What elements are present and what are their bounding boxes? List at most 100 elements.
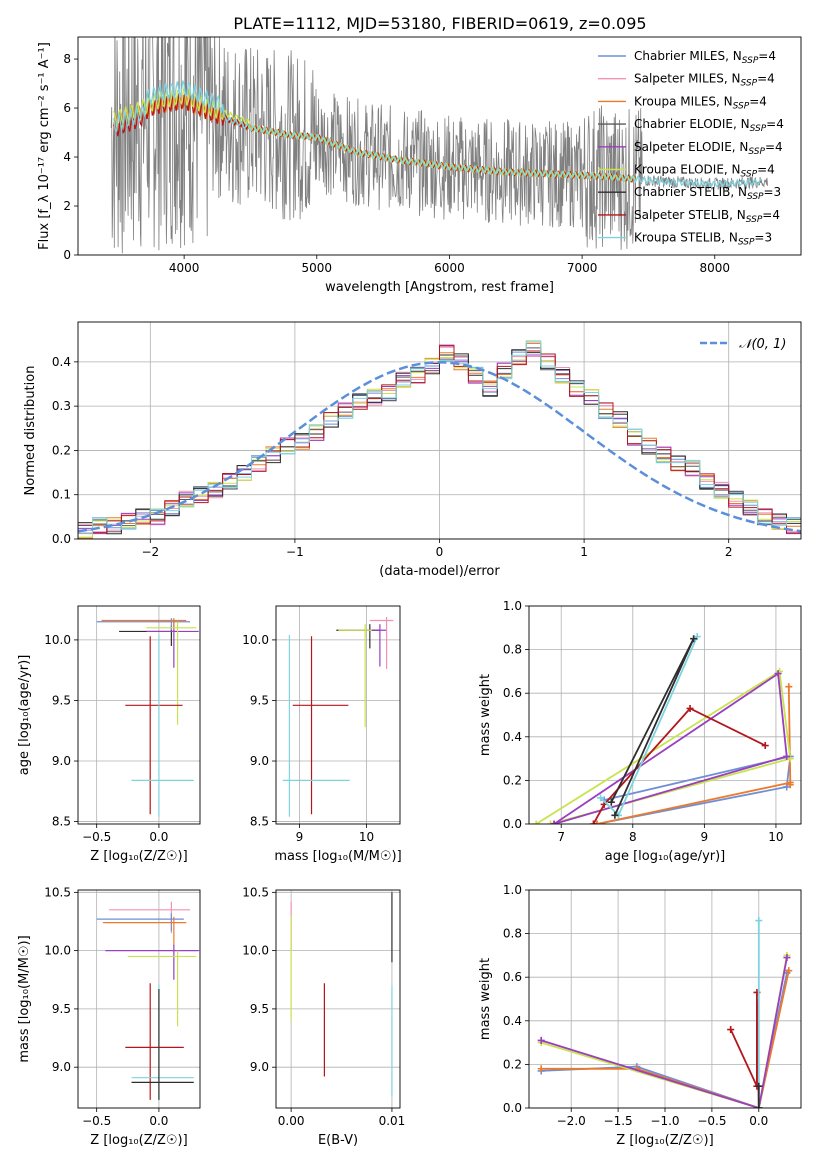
series-marker-salpeter_elodie: [774, 670, 782, 678]
y-tick-label: 10.5: [44, 885, 71, 899]
legend-label-kroupa_stelib: Kroupa STELIB, NSSP=3: [634, 231, 772, 248]
x-tick-label: 6000: [434, 261, 465, 275]
y-tick-label: 9.0: [52, 1060, 71, 1074]
plot-area-mass-Z: [78, 890, 200, 1108]
plot-area-age-mass: [276, 606, 400, 824]
x-axis-label: (data-model)/error: [379, 564, 500, 579]
legend-label-salpeter_miles: Salpeter MILES, NSSP=4: [634, 72, 775, 89]
panel-residuals: −2 −1 0 1 2 0.0 0.1 0.2 0.3 0.4 (data-model)/error…: [23, 321, 802, 579]
series-marker-chabrier_stelib: [690, 635, 698, 643]
legend-label-kroupa_miles: Kroupa MILES, NSSP=4: [634, 94, 767, 111]
figure-title: PLATE=1112, MJD=53180, FIBERID=0619, z=0…: [233, 14, 646, 33]
y-tick-label: 10.0: [242, 944, 269, 958]
series-marker-kroupa_miles: [537, 1065, 545, 1073]
x-tick-label: −1: [286, 545, 304, 559]
series-marker-salpeter_stelib: [686, 704, 694, 712]
x-tick-label: 7000: [567, 261, 598, 275]
x-tick-label: 0: [436, 545, 444, 559]
histogram-chabrier_stelib: [78, 349, 801, 535]
series-marker-salpeter_elodie: [783, 954, 791, 962]
y-tick-label: 1.0: [503, 883, 522, 897]
legend-label-kroupa_elodie: Kroupa ELODIE, NSSP=4: [634, 163, 775, 180]
x-tick-label: 5000: [302, 261, 333, 275]
panel-spectrum: 4000 5000 6000 7000 8000 0 2 4 6 8 wavelength [Ang…: [37, 36, 802, 295]
y-tick-label: 8: [63, 52, 71, 66]
y-tick-label: 10.5: [242, 885, 269, 899]
y-tick-label: 9.5: [250, 1002, 269, 1016]
series-marker-chabrier_miles: [783, 783, 791, 791]
x-tick-label: −0.5: [697, 1114, 726, 1128]
y-tick-label: 9.0: [250, 1060, 269, 1074]
x-tick-label: −1.5: [604, 1114, 633, 1128]
y-tick-label: 0.4: [503, 1014, 522, 1028]
panel-age-Z: −0.5 0.0 8.5 9.0 9.5 10.0 Z [log₁₀(Z/Z☉)] age […: [17, 605, 201, 864]
y-tick-label: 9.5: [250, 693, 269, 707]
x-tick-label: 10: [359, 830, 374, 844]
x-tick-label: −2.0: [557, 1114, 586, 1128]
series-marker-kroupa_miles: [785, 967, 793, 975]
series-line-kroupa_elodie: [540, 955, 788, 1108]
normal-curve: [78, 361, 801, 533]
y-tick-label: 4: [63, 150, 71, 164]
series-marker-salpeter_stelib: [761, 742, 769, 750]
x-axis-label: Z [log₁₀(Z/Z☉)]: [90, 1133, 187, 1148]
y-tick-label: 0.2: [503, 1057, 522, 1071]
legend: Chabrier MILES, NSSP=4 Salpeter MILES, NS…: [598, 49, 784, 248]
panel-mass-EBV: 0.00 0.01 9.0 9.5 10.0 10.5 E(B-V): [242, 885, 405, 1148]
x-tick-label: 1: [580, 545, 588, 559]
series-line-salpeter_elodie: [553, 672, 788, 824]
series-marker-kroupa_stelib: [693, 633, 701, 641]
x-tick-label: −0.5: [82, 1114, 111, 1128]
series-line-kroupa_elodie: [535, 669, 792, 824]
plot-area-mass-EBV: [276, 890, 400, 1108]
series-marker-kroupa_miles: [785, 683, 793, 691]
series-marker-chabrier_stelib: [755, 1082, 763, 1090]
series-marker-kroupa_elodie: [786, 755, 794, 763]
plot-area-weight-age: [529, 606, 801, 824]
y-tick-label: 0.8: [503, 643, 522, 657]
y-axis-label: mass [log₁₀(M/M☉)]: [17, 935, 32, 1062]
series-marker-chabrier_stelib: [607, 798, 615, 806]
axes-frame: [77, 36, 802, 256]
y-tick-label: 1.0: [503, 599, 522, 613]
histogram-salpeter_stelib: [78, 345, 801, 534]
y-tick-label: 10.0: [242, 633, 269, 647]
y-tick-label: 9.0: [250, 754, 269, 768]
series-line-chabrier_miles: [541, 972, 788, 1108]
series-line-salpeter_stelib: [729, 992, 760, 1108]
series-line-salpeter_stelib: [592, 707, 766, 824]
x-tick-label: 0.0: [149, 1114, 168, 1128]
axes-frame: [275, 889, 401, 1109]
axes-frame: [77, 889, 201, 1109]
x-tick-label: 2: [725, 545, 733, 559]
x-tick-label: 0.00: [278, 1114, 305, 1128]
x-tick-label: −2: [141, 545, 159, 559]
plot-area-age-Z: [78, 606, 200, 824]
series-marker-salpeter_elodie: [537, 1036, 545, 1044]
panel-mass-Z: −0.5 0.0 9.0 9.5 10.0 10.5 Z [log₁₀(Z/Z☉)] mass…: [17, 885, 201, 1148]
y-tick-label: 8.5: [52, 815, 71, 829]
legend-label-chabrier_stelib: Chabrier STELIB, NSSP=3: [634, 185, 781, 202]
series-marker-chabrier_stelib: [755, 1104, 763, 1108]
legend-label-chabrier_miles: Chabrier MILES, NSSP=4: [634, 49, 776, 66]
panel-weight-age: 7 8 9 10 0.0 0.2 0.4 0.6 0.8 1.0 age [log₁₀(age/yr…: [478, 599, 802, 864]
series-line-kroupa_stelib: [599, 636, 699, 817]
y-tick-label: 0.2: [503, 773, 522, 787]
x-tick-label: 0.01: [379, 1114, 406, 1128]
x-axis-label: E(B-V): [318, 1133, 358, 1148]
x-tick-label: 9: [296, 830, 304, 844]
series-marker-kroupa_elodie: [546, 820, 554, 824]
legend-label-salpeter_elodie: Salpeter ELODIE, NSSP=4: [634, 140, 783, 157]
plot-area-weight-Z: [529, 890, 801, 1108]
x-tick-label: 4000: [169, 261, 200, 275]
x-tick-label: 0.0: [749, 1114, 768, 1128]
y-tick-label: 0.4: [52, 355, 71, 369]
legend-label-salpeter_stelib: Salpeter STELIB, NSSP=4: [634, 208, 780, 225]
y-tick-label: 0.0: [503, 817, 522, 831]
y-tick-label: 0.2: [52, 443, 71, 457]
x-tick-label: −1.0: [650, 1114, 679, 1128]
y-axis-label: age [log₁₀(age/yr)]: [17, 655, 32, 776]
y-tick-label: 9.0: [52, 754, 71, 768]
observed-spectrum-line: [110, 37, 768, 254]
